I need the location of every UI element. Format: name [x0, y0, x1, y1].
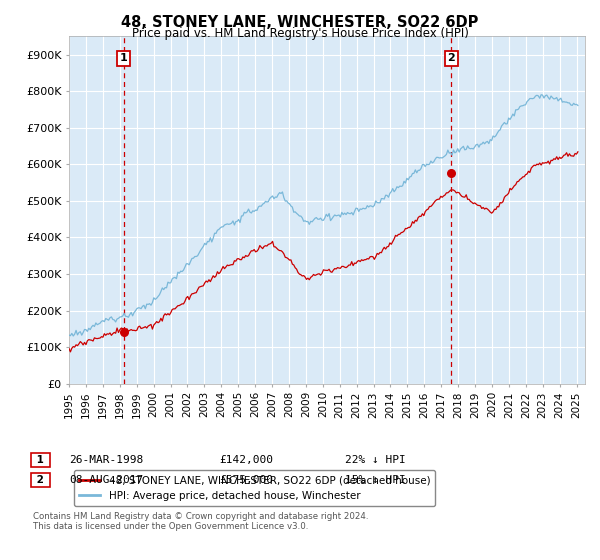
Text: 2: 2: [448, 53, 455, 63]
Text: 1: 1: [33, 455, 47, 465]
Text: Price paid vs. HM Land Registry's House Price Index (HPI): Price paid vs. HM Land Registry's House …: [131, 27, 469, 40]
Text: Contains HM Land Registry data © Crown copyright and database right 2024.: Contains HM Land Registry data © Crown c…: [33, 512, 368, 521]
Text: £575,000: £575,000: [219, 475, 273, 485]
Text: 48, STONEY LANE, WINCHESTER, SO22 6DP: 48, STONEY LANE, WINCHESTER, SO22 6DP: [121, 15, 479, 30]
Text: 1: 1: [120, 53, 128, 63]
Text: This data is licensed under the Open Government Licence v3.0.: This data is licensed under the Open Gov…: [33, 522, 308, 531]
Point: [119, 327, 129, 336]
Text: 15% ↓ HPI: 15% ↓ HPI: [345, 475, 406, 485]
Text: 22% ↓ HPI: 22% ↓ HPI: [345, 455, 406, 465]
Text: 26-MAR-1998: 26-MAR-1998: [69, 455, 143, 465]
Text: 08-AUG-2017: 08-AUG-2017: [69, 475, 143, 485]
Point: [446, 169, 455, 178]
Text: £142,000: £142,000: [219, 455, 273, 465]
Text: 2: 2: [33, 475, 47, 485]
Legend: 48, STONEY LANE, WINCHESTER, SO22 6DP (detached house), HPI: Average price, deta: 48, STONEY LANE, WINCHESTER, SO22 6DP (d…: [74, 470, 436, 506]
